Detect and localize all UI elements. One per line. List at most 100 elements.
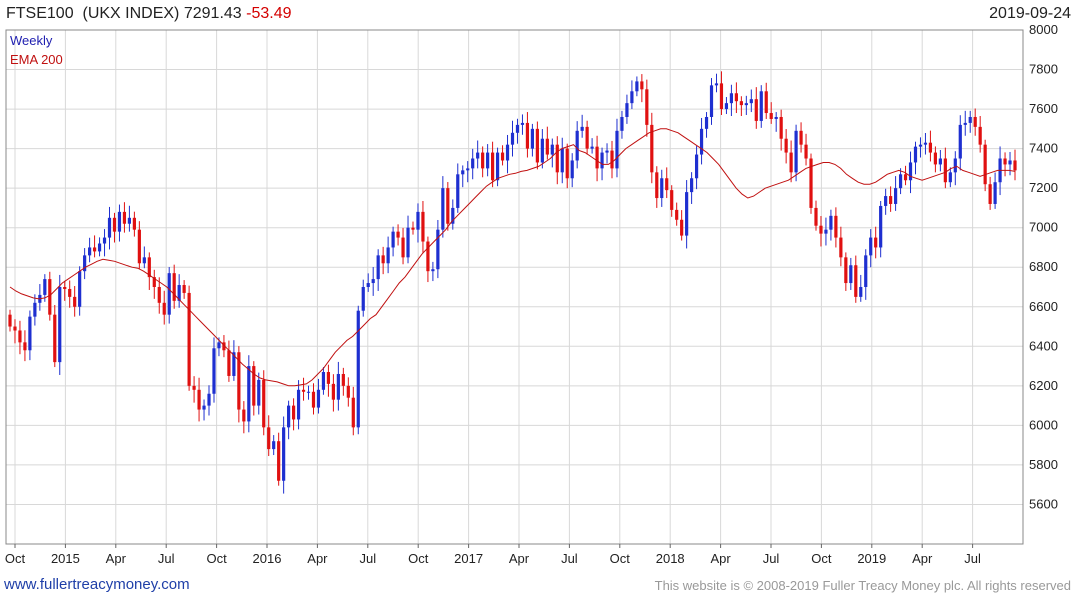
candle-body [287, 405, 291, 428]
candle [898, 168, 903, 195]
candle [635, 76, 639, 97]
candle [142, 246, 146, 269]
candle-body [794, 130, 798, 173]
candle-body [879, 205, 883, 248]
candle [102, 229, 107, 257]
candle [157, 277, 161, 314]
candle-body [157, 287, 161, 303]
y-tick-label: 5800 [1029, 457, 1058, 472]
candle [714, 73, 719, 93]
candle [366, 273, 370, 292]
candle-body [311, 391, 316, 408]
candle-body [510, 132, 515, 145]
candle [575, 121, 579, 169]
candle-body [690, 178, 694, 193]
candle-body [152, 277, 156, 287]
candle-body [197, 389, 201, 410]
candle [739, 96, 743, 116]
candle [874, 226, 878, 259]
candle-body [918, 144, 923, 147]
candle-body [908, 162, 913, 181]
candle [237, 346, 241, 423]
y-tick-label: 5600 [1029, 496, 1058, 511]
x-tick-label: Jul [158, 551, 175, 566]
candle-body [1008, 160, 1012, 165]
candle-body [451, 207, 455, 224]
x-tick-label: Oct [206, 551, 227, 566]
candle [112, 212, 117, 243]
candle [680, 210, 684, 241]
candle-body [789, 152, 793, 173]
candle-body [714, 83, 719, 86]
candle [291, 398, 296, 431]
y-tick-label: 6000 [1029, 417, 1058, 432]
candle-body [884, 196, 888, 206]
candle-body [645, 89, 649, 125]
candle [207, 385, 211, 416]
candle-body [117, 211, 122, 232]
candle-body [421, 211, 425, 242]
candle-body [973, 116, 977, 127]
candle [605, 143, 609, 164]
candle [839, 226, 843, 267]
candle [28, 310, 32, 361]
candle-body [685, 192, 689, 236]
candle [222, 335, 226, 358]
x-axis: Oct 2015 Apr Jul Oct 2016 Apr Jul Oct 2017 Apr Jul O… [5, 544, 981, 566]
x-tick-label: Oct [811, 551, 832, 566]
candle-body [232, 352, 236, 376]
candle [749, 89, 753, 113]
ema200-line [9, 128, 1016, 387]
candle-body [43, 279, 47, 295]
candle [819, 216, 823, 247]
candle-body [257, 379, 261, 406]
x-tick-label: Apr [106, 551, 127, 566]
candle [202, 399, 206, 421]
candle [814, 200, 818, 231]
candle-body [366, 283, 370, 287]
candle [466, 161, 470, 183]
candle [262, 370, 266, 436]
x-tick-label: Apr [710, 551, 731, 566]
candle [421, 201, 425, 254]
x-tick-label: 2016 [253, 551, 282, 566]
candle-body [610, 150, 614, 169]
candle-body [615, 130, 619, 169]
candle [580, 114, 584, 138]
candle-body [217, 342, 221, 349]
candle [486, 144, 490, 177]
candle-body [958, 124, 962, 159]
site-link[interactable]: www.fullertreacymoney.com [4, 576, 190, 593]
plot-frame [5, 29, 1024, 545]
candle [704, 112, 709, 138]
candle [889, 186, 893, 212]
candle [978, 115, 982, 153]
candle [968, 110, 972, 133]
candle [48, 271, 52, 321]
candle-body [461, 170, 465, 175]
candle [879, 201, 883, 258]
candle [232, 340, 236, 381]
candle-body [182, 285, 186, 293]
candle [58, 274, 62, 375]
candle [88, 237, 92, 263]
candle [346, 377, 350, 407]
candle-body [262, 379, 266, 428]
candle [540, 129, 544, 169]
candle [769, 102, 773, 124]
x-tick-label: Apr [307, 551, 328, 566]
candle-body [476, 152, 480, 159]
candle-body [306, 391, 311, 393]
candle [660, 169, 664, 207]
candle [699, 117, 704, 165]
candle-body [326, 372, 331, 384]
x-tick-label: 2018 [656, 551, 685, 566]
candle-body [749, 99, 753, 104]
candle [784, 129, 788, 164]
x-tick-label: Apr [912, 551, 933, 566]
chart-header: FTSE100 (UKX INDEX) 7291.43 -53.49 [6, 5, 292, 23]
candle-body [436, 229, 440, 270]
x-tick-label: Apr [509, 551, 530, 566]
candle [386, 236, 390, 274]
